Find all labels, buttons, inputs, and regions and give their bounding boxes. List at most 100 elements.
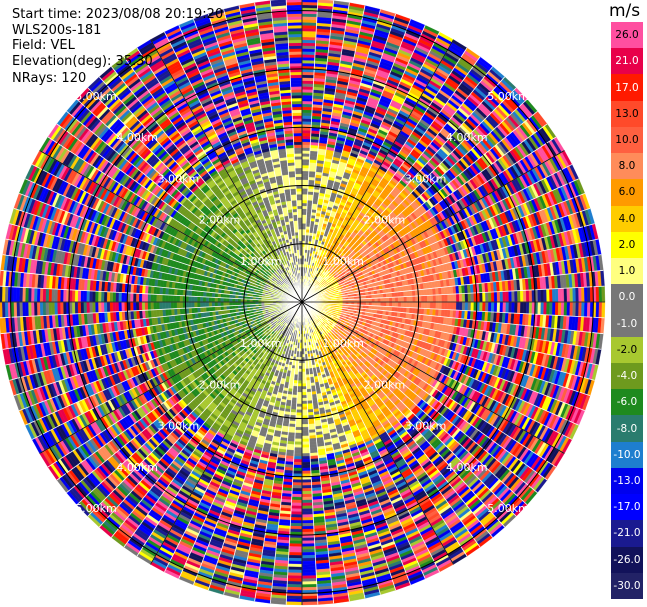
- radar-gate: [377, 301, 381, 307]
- radar-gate: [447, 294, 451, 303]
- radar-gate: [301, 103, 313, 108]
- radar-gate: [479, 301, 483, 312]
- radar-gate: [584, 286, 588, 303]
- radar-gate: [546, 288, 550, 303]
- radar-gate: [380, 301, 384, 307]
- radar-gate: [306, 208, 312, 213]
- radar-gate: [528, 289, 533, 303]
- radar-gate: [490, 301, 495, 313]
- radar-gate: [470, 301, 475, 312]
- radar-gate: [301, 39, 316, 44]
- radar-gate: [301, 223, 307, 227]
- radar-gate: [301, 92, 314, 96]
- radar-gate: [520, 301, 524, 314]
- radar-gate: [482, 292, 486, 303]
- radar-gate: [499, 291, 504, 303]
- radar-gate: [301, 25, 317, 29]
- radar-gate: [584, 301, 588, 318]
- radar-gate: [380, 297, 384, 303]
- radar-gate: [560, 288, 565, 303]
- radar-gate: [557, 288, 562, 303]
- radar-gate: [301, 141, 311, 146]
- radar-gate: [394, 291, 399, 298]
- radar-gate: [563, 301, 568, 317]
- radar-gate: [301, 86, 314, 90]
- radar-gate: [382, 306, 387, 311]
- radar-gate: [429, 301, 434, 310]
- radar-gate: [569, 287, 574, 303]
- radar-gate: [397, 301, 402, 308]
- radar-gate: [514, 290, 518, 303]
- radar-gate: [301, 121, 312, 125]
- radar-gate: [301, 109, 313, 114]
- radar-gate: [499, 301, 504, 313]
- radar-gate: [301, 45, 316, 50]
- radar-gate: [301, 231, 306, 236]
- radar-gate: [421, 301, 425, 309]
- radar-gate: [301, 205, 308, 210]
- radar-gate: [383, 297, 387, 303]
- radar-gate: [406, 301, 410, 308]
- radar-gate: [450, 293, 454, 303]
- radar-gate: [586, 286, 591, 303]
- radar-gate: [470, 292, 475, 303]
- radar-gate: [429, 294, 434, 303]
- radar-gate: [301, 106, 313, 111]
- radar-gate: [382, 293, 387, 298]
- radar-gate: [386, 297, 390, 303]
- radar-gate: [301, 13, 318, 18]
- radar-gate: [432, 294, 437, 303]
- radar-gate: [301, 60, 315, 64]
- radar-gate: [441, 294, 445, 303]
- radar-gate: [301, 22, 317, 26]
- radar-gate: [301, 153, 310, 157]
- radar-gate: [505, 301, 510, 313]
- radar-gate: [394, 296, 399, 303]
- radar-gate: [301, 220, 307, 224]
- radar-gate: [456, 301, 460, 311]
- radar-gate: [578, 287, 582, 303]
- radar-gate: [301, 51, 316, 55]
- radar-gate: [595, 286, 600, 303]
- radar-gate: [525, 289, 530, 303]
- radar-gate: [488, 301, 492, 313]
- radar-gate: [412, 301, 416, 309]
- radar-gate: [493, 291, 498, 303]
- radar-gate: [403, 296, 408, 303]
- radar-gate: [385, 292, 390, 298]
- radar-gate: [301, 147, 311, 151]
- radar-gate: [301, 27, 317, 32]
- radar-gate: [522, 301, 527, 314]
- radar-gate: [394, 306, 399, 313]
- radar-gate: [374, 297, 378, 303]
- radar-gate: [467, 292, 472, 303]
- radar-gate: [546, 301, 550, 316]
- radar-gate: [301, 144, 311, 148]
- radar-gate: [301, 33, 317, 38]
- radar-gate: [306, 205, 313, 210]
- radar-gate: [301, 208, 308, 212]
- radar-gate: [601, 301, 606, 319]
- radar-gate: [444, 301, 448, 310]
- radar-gate: [301, 74, 315, 79]
- radar-gate: [543, 289, 547, 303]
- radar-gate: [301, 48, 316, 52]
- radar-gate: [301, 129, 312, 134]
- radar-gate: [528, 301, 533, 315]
- radar-gate: [511, 290, 515, 303]
- radar-gate: [371, 301, 375, 306]
- radar-gate: [377, 297, 381, 303]
- radar-gate: [426, 301, 431, 309]
- radar-gate: [301, 19, 317, 23]
- radar-gate: [412, 295, 416, 303]
- radar-gate: [586, 301, 591, 318]
- radar-gate: [581, 287, 585, 303]
- radar-gate: [552, 301, 556, 316]
- radar-gate: [301, 179, 309, 183]
- radar-gate: [392, 301, 396, 308]
- radar-gate: [554, 288, 559, 303]
- radar-gate: [508, 290, 512, 303]
- radar-gate: [301, 164, 310, 169]
- radar-gate: [450, 301, 454, 311]
